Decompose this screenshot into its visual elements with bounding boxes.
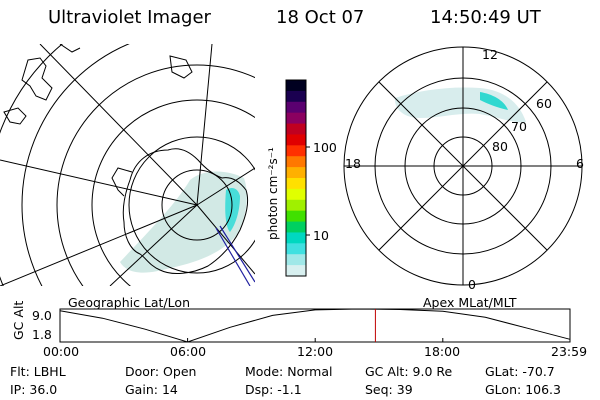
footer-glon: GLon: 106.3 — [485, 383, 561, 397]
colorbar-stripe — [286, 90, 306, 103]
colorbar-stripe — [286, 156, 306, 168]
colorbar-stripe — [286, 101, 306, 114]
footer-glat-label: GLat: — [485, 364, 519, 379]
footer-glat-value: -70.7 — [522, 364, 555, 379]
colorbar-frame — [285, 79, 307, 277]
footer-flt-label: Flt: — [10, 364, 30, 379]
footer-flt-value: LBHL — [33, 364, 66, 379]
footer-mode: Mode: Normal — [245, 365, 333, 379]
footer-glon-value: 106.3 — [525, 382, 561, 397]
footer-gcalt-label: GC Alt: — [365, 364, 409, 379]
satellite-track — [215, 225, 255, 286]
footer-door-value: Open — [163, 364, 197, 379]
colorbar-stripe — [286, 145, 306, 157]
altitude-x-tick-label-3: 18:00 — [424, 344, 461, 359]
colorbar-stripe — [286, 199, 306, 212]
footer-gcalt: GC Alt: 9.0 Re — [365, 365, 452, 379]
colorbar-stripes — [286, 80, 306, 277]
altitude-y-axis-label: GC Alt — [11, 300, 26, 340]
mlt-label-6: 6 — [576, 156, 584, 171]
footer-gain-value: 14 — [161, 382, 178, 397]
colorbar-stripe — [286, 210, 306, 223]
footer-flt: Flt: LBHL — [10, 365, 66, 379]
colorbar-stripe — [286, 254, 306, 266]
colorbar-tick-label-10: 10 — [313, 228, 329, 243]
colorbar-stripe — [286, 265, 306, 277]
time-label: 14:50:49 UT — [430, 7, 541, 28]
lat-label-60: 60 — [536, 96, 552, 111]
altitude-x-ticks — [59, 338, 571, 342]
longitude-lines — [0, 44, 255, 286]
footer-gain: Gain: 14 — [125, 383, 178, 397]
mlt-label-0: 0 — [468, 277, 476, 292]
lat-label-80: 80 — [492, 139, 508, 154]
colorbar-stripe — [286, 123, 306, 136]
altitude-x-tick-label-4: 23:59 — [551, 344, 588, 359]
footer-seq-label: Seq: — [365, 382, 393, 397]
footer-mode-value: Normal — [287, 364, 333, 379]
altitude-x-tick-label-0: 00:00 — [43, 344, 80, 359]
altitude-x-tick-label-1: 06:00 — [170, 344, 207, 359]
footer-ip: IP: 36.0 — [10, 383, 57, 397]
footer-seq-value: 39 — [396, 382, 413, 397]
lat-label-70: 70 — [511, 119, 527, 134]
aurora-emission-geo-bright — [225, 188, 240, 232]
footer-dsp-label: Dsp: — [245, 382, 274, 397]
aurora-emission-mag-bright — [480, 92, 508, 110]
colorbar-stripe — [286, 178, 306, 190]
colorbar-stripe — [286, 167, 306, 179]
geographic-plot — [0, 44, 255, 286]
footer-glon-label: GLon: — [485, 382, 522, 397]
footer-door: Door: Open — [125, 365, 196, 379]
altitude-y-tick-label-top: 9.0 — [32, 308, 52, 323]
panel-label-geographic: Geographic Lat/Lon — [68, 295, 190, 310]
colorbar-tick-label-100: 100 — [313, 140, 337, 155]
altitude-y-ticks — [60, 308, 65, 343]
footer-dsp: Dsp: -1.1 — [245, 383, 302, 397]
colorbar-stripe — [286, 134, 306, 146]
colorbar-stripe — [286, 188, 306, 201]
footer-gcalt-value: 9.0 Re — [412, 364, 453, 379]
footer-dsp-value: -1.1 — [277, 382, 302, 397]
colorbar-stripe — [286, 80, 306, 92]
mlt-label-18: 18 — [345, 156, 361, 171]
altitude-x-tick-label-2: 12:00 — [297, 344, 334, 359]
panel-label-apex: Apex MLat/MLT — [423, 295, 517, 310]
coastlines — [3, 44, 249, 274]
footer-ip-value: 36.0 — [29, 382, 58, 397]
polar-grid — [343, 46, 583, 286]
instrument-title: Ultraviolet Imager — [48, 7, 211, 28]
footer-gain-label: Gain: — [125, 382, 158, 397]
latitude-circles — [0, 44, 255, 286]
altitude-series-line — [59, 308, 571, 343]
footer-door-label: Door: — [125, 364, 160, 379]
altitude-chart-frame — [59, 308, 571, 343]
footer-glat: GLat: -70.7 — [485, 365, 555, 379]
footer-mode-label: Mode: — [245, 364, 284, 379]
altitude-y-tick-label-bottom: 1.8 — [32, 327, 52, 342]
colorbar-stripe — [286, 221, 306, 234]
colorbar-stripe — [286, 232, 306, 244]
footer-seq: Seq: 39 — [365, 383, 413, 397]
colorbar-stripe — [286, 243, 306, 255]
footer-ip-label: IP: — [10, 382, 26, 397]
colorbar-stripe — [286, 112, 306, 125]
date-label: 18 Oct 07 — [276, 7, 365, 28]
mlt-label-12: 12 — [482, 47, 498, 62]
